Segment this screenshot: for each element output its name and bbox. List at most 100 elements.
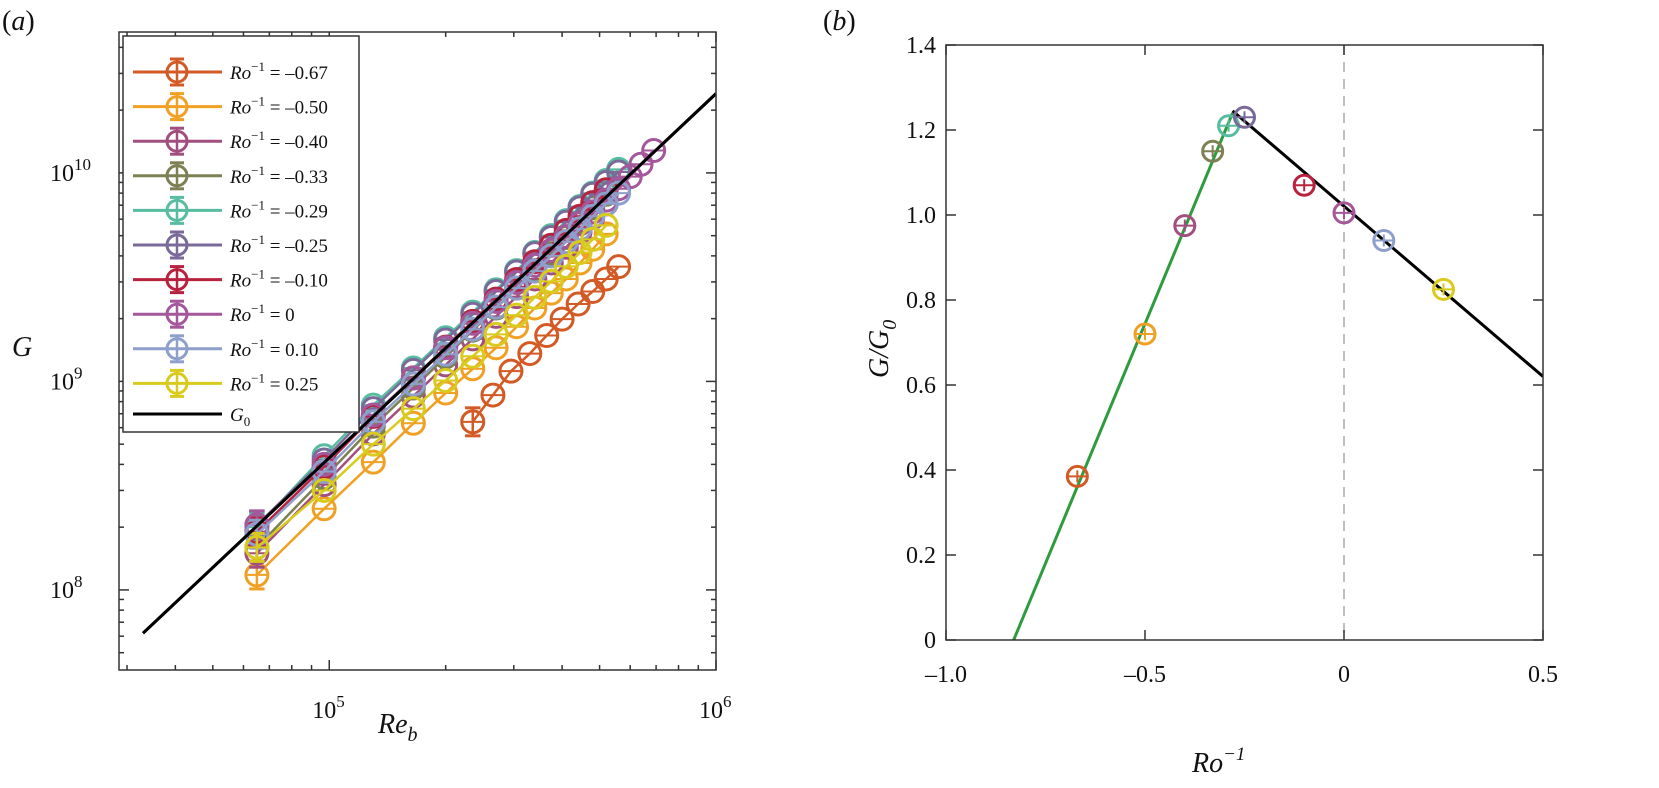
legend-item-9: Ro−1 = 0.25 xyxy=(133,368,318,398)
x-tick-label: –0.5 xyxy=(1123,662,1166,688)
data-point xyxy=(483,321,509,347)
x-tick-label: 0 xyxy=(1338,662,1350,688)
legend-item-4: Ro−1 = –0.29 xyxy=(133,195,328,225)
data-point xyxy=(480,382,506,408)
y-tick-label: 1.2 xyxy=(906,118,936,144)
panel-b-label: (b) xyxy=(823,6,856,37)
panel-a-label: (a) xyxy=(2,6,35,37)
data-point xyxy=(593,212,619,238)
data-point xyxy=(311,477,337,503)
y-tick-label: 0.6 xyxy=(906,373,936,399)
legend-label: Ro−1 = –0.40 xyxy=(229,128,328,153)
legend-label: Ro−1 = 0 xyxy=(229,301,295,326)
legend-label: G0 xyxy=(230,405,250,429)
data-point xyxy=(433,368,459,394)
data-point xyxy=(498,358,524,384)
rising-fit-line xyxy=(1012,112,1234,640)
legend-marker xyxy=(165,161,189,191)
data-point xyxy=(534,323,560,349)
panel-a-axes-frame xyxy=(118,31,717,671)
data-point xyxy=(504,302,530,328)
legend-marker xyxy=(165,126,189,156)
y-tick-label: 0 xyxy=(924,628,936,654)
y-tick-label: 0.2 xyxy=(906,543,936,569)
data-point xyxy=(593,266,619,292)
data-point xyxy=(517,341,543,367)
legend-label: Ro−1 = –0.33 xyxy=(229,163,328,188)
y-tick-label: 1.0 xyxy=(906,203,936,229)
x-tick-label: 0.5 xyxy=(1528,662,1558,688)
data-point xyxy=(460,343,486,369)
legend-marker xyxy=(165,368,189,398)
legend-item-7: Ro−1 = 0 xyxy=(133,299,295,329)
g0-reference-line-top xyxy=(142,92,716,635)
data-point xyxy=(244,531,270,563)
panel-a-legend: Ro−1 = –0.67 Ro−1 = –0.50 Ro−1 = –0.40 Ro−1… xyxy=(122,35,360,433)
panel-b-ticks: –1.0 –0.5 0 0.5 0 0.2 0.4 0.6 0.8 1.0 1.2 1.4 xyxy=(906,33,1558,688)
panel-b-axes-frame xyxy=(945,44,1544,641)
legend-label: Ro−1 = 0.10 xyxy=(229,336,318,361)
x-tick-label: –1.0 xyxy=(924,662,967,688)
legend-label: Ro−1 = –0.25 xyxy=(229,232,328,257)
data-point xyxy=(522,284,548,310)
legend-label: Ro−1 = 0.25 xyxy=(229,370,318,395)
data-point xyxy=(360,449,386,475)
legend-item-2: Ro−1 = –0.40 xyxy=(133,126,328,156)
series-line xyxy=(256,224,608,549)
data-point xyxy=(580,278,606,304)
panel-a-xlabel: Reb xyxy=(377,709,418,746)
legend-marker xyxy=(165,299,189,329)
legend-box xyxy=(122,35,360,433)
data-point xyxy=(549,306,575,332)
legend-item-3: Ro−1 = –0.33 xyxy=(133,161,328,191)
data-point xyxy=(538,268,564,294)
legend-item-0: Ro−1 = –0.67 xyxy=(133,57,328,87)
x-tick-label: 106 xyxy=(699,692,732,724)
data-point xyxy=(580,226,606,252)
legend-label: Ro−1 = –0.10 xyxy=(229,267,328,292)
data-point xyxy=(311,496,337,522)
y-tick-label: 1010 xyxy=(50,155,91,187)
legend-marker xyxy=(165,230,189,260)
legend-item-8: Ro−1 = 0.10 xyxy=(133,334,318,364)
panel-a-ylabel: G xyxy=(12,332,32,363)
data-point xyxy=(567,240,593,266)
y-tick-label: 108 xyxy=(50,572,83,604)
legend-label: Ro−1 = –0.29 xyxy=(229,197,328,222)
panel-b: (b) –1.0 –0.5 0 0.5 0 0.2 0.4 0.6 0.8 1.0 1.2 1.4 G… xyxy=(823,6,1558,779)
legend-marker xyxy=(165,57,189,87)
data-point xyxy=(360,431,386,457)
falling-fit-line xyxy=(1231,109,1543,378)
panel-b-ylabel: G/G0 xyxy=(864,320,901,378)
data-point xyxy=(553,253,579,279)
data-point xyxy=(460,406,486,438)
panel-b-plot-area xyxy=(1012,45,1543,640)
panel-b-xlabel: Ro−1 xyxy=(1191,744,1245,779)
legend-marker xyxy=(165,92,189,122)
legend-label: Ro−1 = –0.67 xyxy=(229,59,328,84)
data-point xyxy=(400,410,426,436)
legend-marker xyxy=(165,334,189,364)
series-9 xyxy=(244,212,619,563)
legend-label: Ro−1 = –0.50 xyxy=(229,94,328,119)
data-point xyxy=(565,291,591,317)
panel-a-plot-area xyxy=(142,92,716,635)
legend-marker xyxy=(165,195,189,225)
legend-item-g0: G0 xyxy=(133,405,250,429)
y-tick-label: 0.4 xyxy=(906,458,936,484)
panel-a-ticks: 105 106 108 109 1010 xyxy=(50,32,732,724)
legend-item-5: Ro−1 = –0.25 xyxy=(133,230,328,260)
data-point xyxy=(606,254,632,280)
y-tick-label: 0.8 xyxy=(906,288,936,314)
y-tick-label: 1.4 xyxy=(906,33,936,59)
y-tick-label: 109 xyxy=(50,363,83,395)
legend-item-1: Ro−1 = –0.50 xyxy=(133,92,328,122)
x-tick-label: 105 xyxy=(312,692,345,724)
series-0 xyxy=(460,254,632,438)
legend-item-6: Ro−1 = –0.10 xyxy=(133,265,328,295)
data-point xyxy=(400,396,426,422)
data-point xyxy=(483,335,509,361)
legend-marker xyxy=(165,265,189,295)
